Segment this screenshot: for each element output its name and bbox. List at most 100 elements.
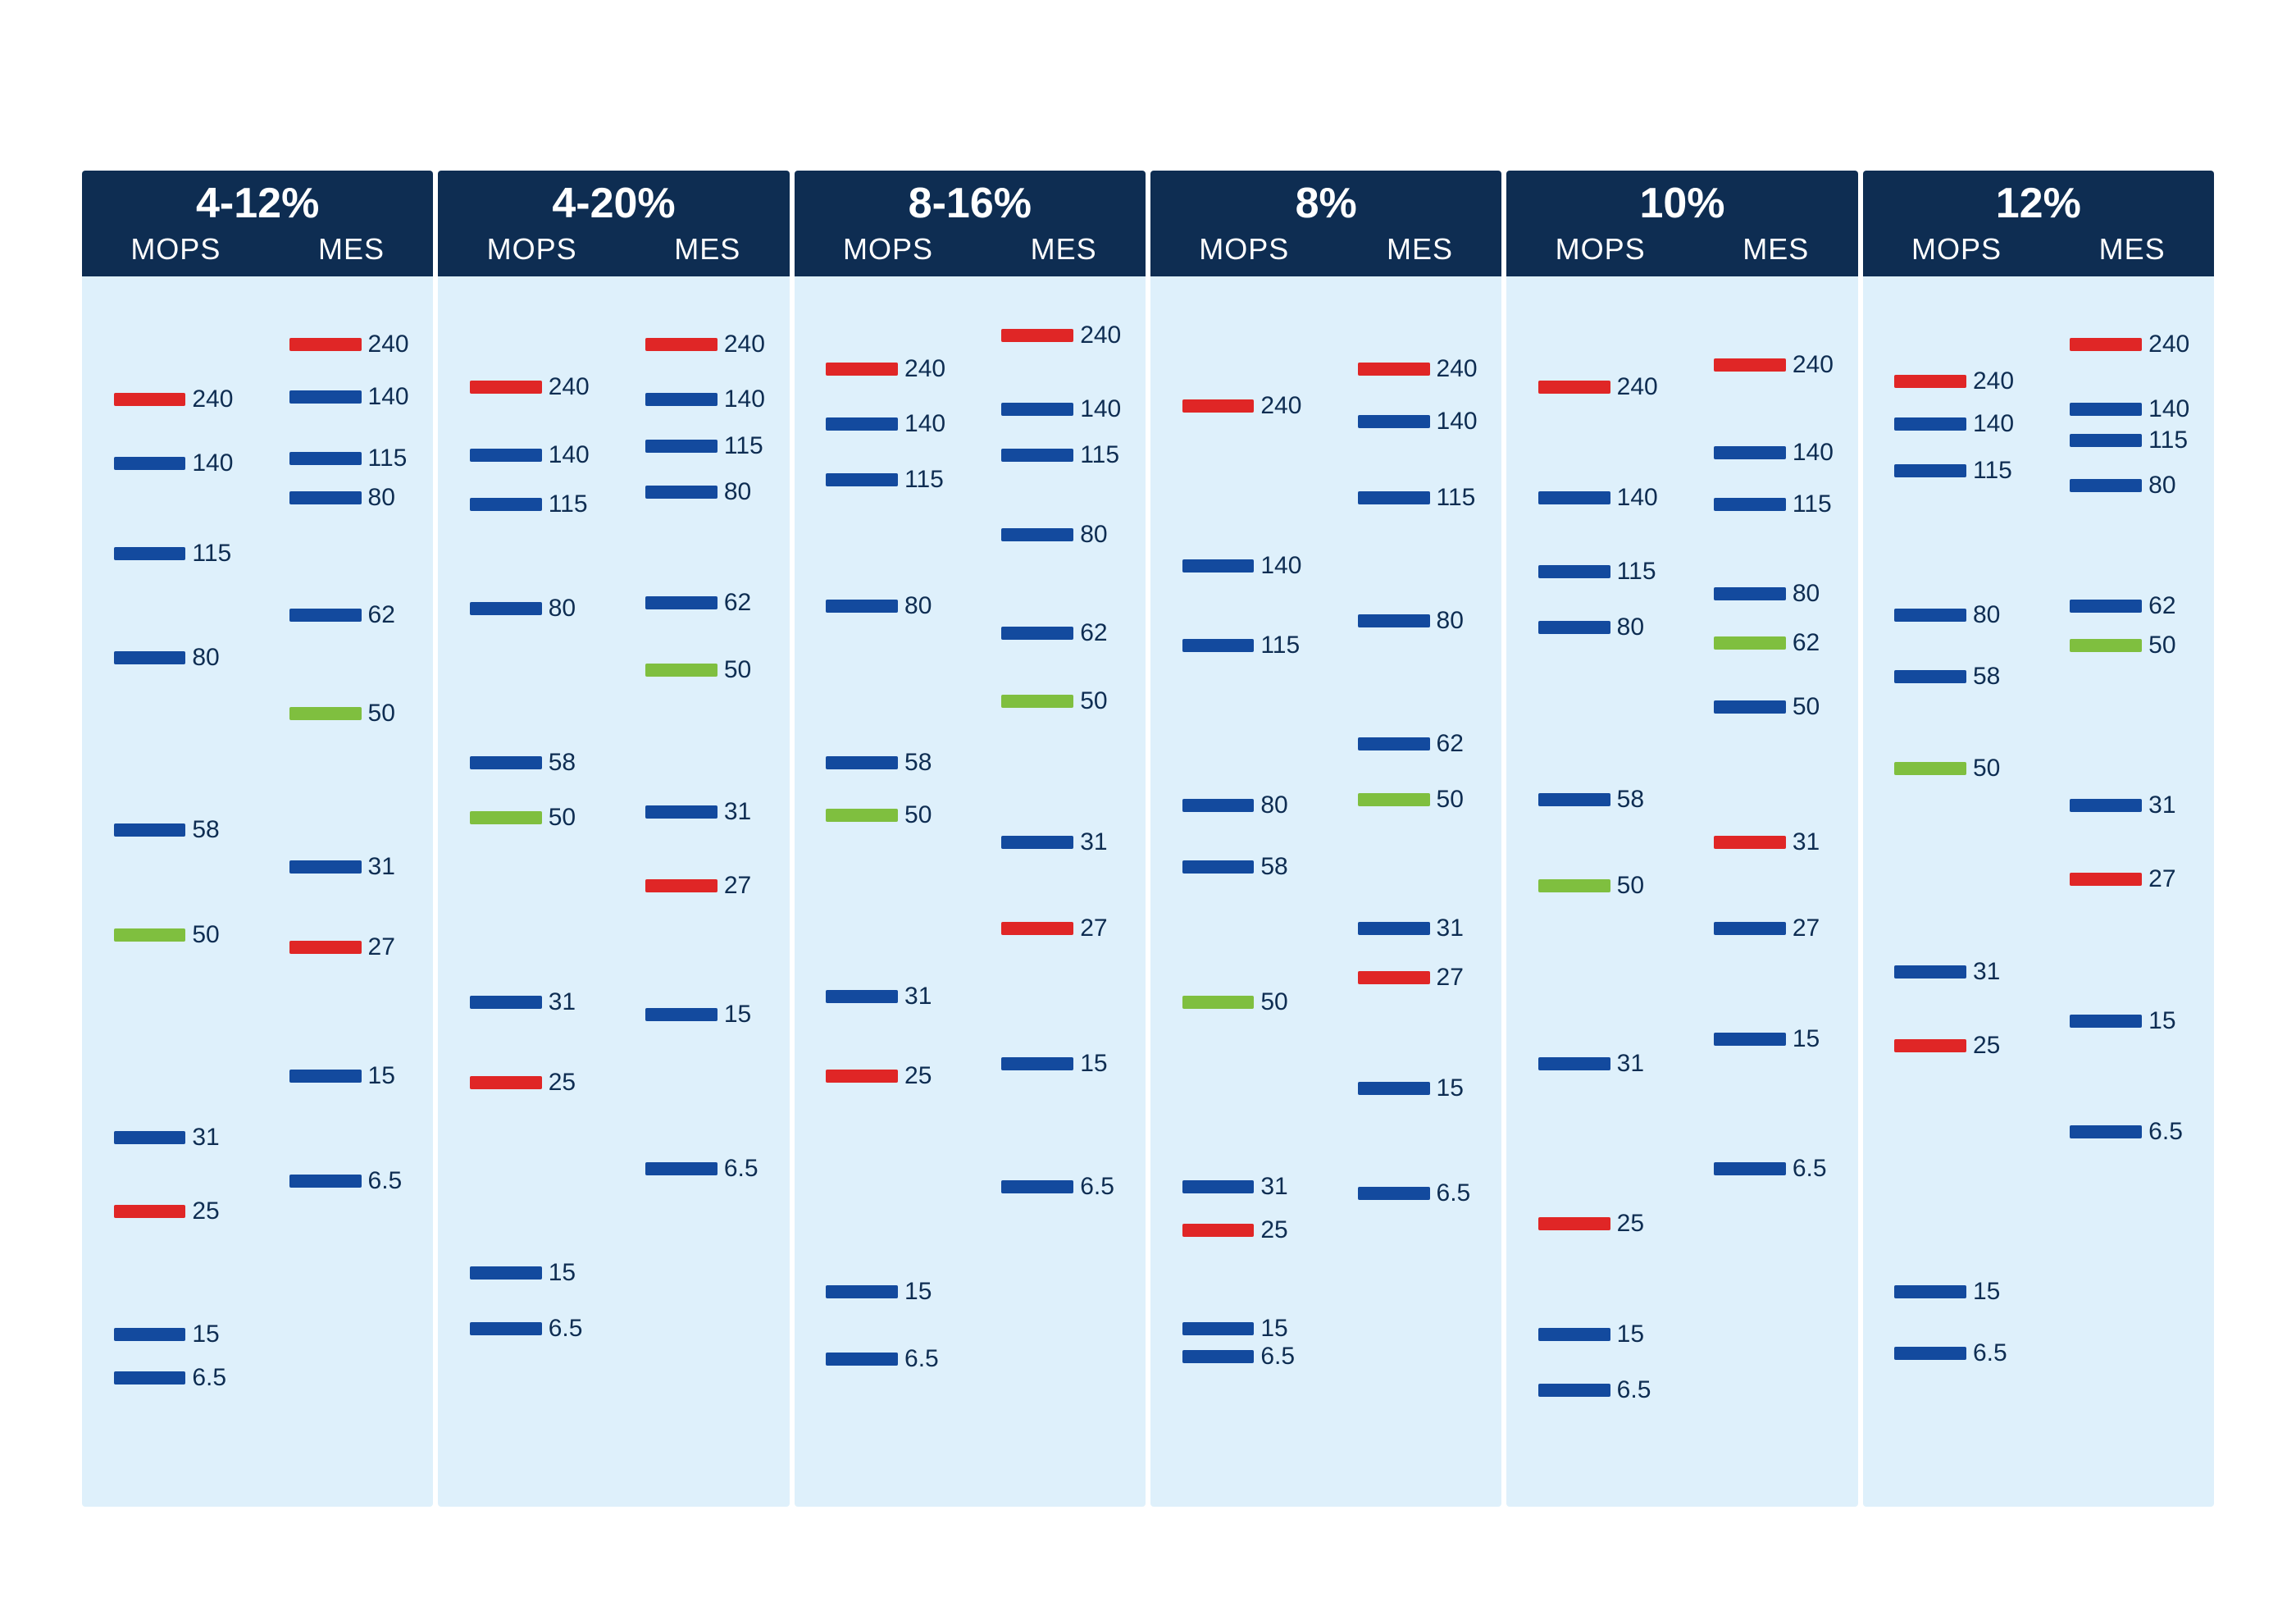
band-label: 115 <box>1437 484 1476 512</box>
band-label: 80 <box>1617 614 1644 641</box>
band-label: 6.5 <box>549 1315 583 1343</box>
band-label: 62 <box>1793 629 1820 657</box>
band-label: 240 <box>2148 331 2189 358</box>
band <box>2070 434 2142 447</box>
band-label: 31 <box>1080 828 1107 856</box>
band-label: 15 <box>368 1062 395 1090</box>
panel: 4-12%MOPSMES2401401158058503125156.52401… <box>82 171 433 1507</box>
band <box>1714 836 1786 849</box>
band-label: 240 <box>1973 367 2014 395</box>
panel-body: 2401401158058503125156.52401401158062503… <box>82 276 433 1507</box>
band <box>645 879 718 892</box>
panel: 8-16%MOPSMES2401401158058503125156.52401… <box>795 171 1146 1507</box>
band <box>1182 799 1255 812</box>
band <box>1001 1180 1073 1193</box>
band <box>645 486 718 499</box>
band <box>114 547 186 560</box>
band <box>1001 1057 1073 1070</box>
band-label: 31 <box>904 983 932 1010</box>
band-label: 31 <box>1973 958 2000 986</box>
band <box>2070 639 2142 652</box>
band <box>114 1371 186 1385</box>
band <box>1714 1162 1786 1175</box>
panel: 12%MOPSMES2401401158058503125156.5240140… <box>1863 171 2214 1507</box>
band <box>826 600 898 613</box>
panel-header: 4-20%MOPSMES <box>438 171 789 276</box>
band-label: 15 <box>1437 1074 1464 1102</box>
band <box>1182 1180 1255 1193</box>
sublabel-mes: MES <box>674 232 740 267</box>
band-label: 50 <box>1617 872 1644 900</box>
band-label: 140 <box>1973 410 2014 438</box>
band <box>1538 381 1610 394</box>
band <box>1001 449 1073 462</box>
band-label: 80 <box>1080 521 1107 549</box>
band <box>645 664 718 677</box>
panel-header: 8-16%MOPSMES <box>795 171 1146 276</box>
band-label: 6.5 <box>1793 1155 1827 1183</box>
band-label: 31 <box>724 798 751 826</box>
band <box>289 609 362 622</box>
band-label: 80 <box>1260 791 1287 819</box>
band-label: 115 <box>1793 490 1832 518</box>
band-label: 115 <box>192 540 231 568</box>
band-label: 31 <box>1437 915 1464 942</box>
band <box>826 990 898 1003</box>
band <box>1182 1350 1255 1363</box>
band-label: 25 <box>1617 1210 1644 1238</box>
band-label: 115 <box>2148 427 2188 454</box>
panel-title: 12% <box>1863 180 2214 227</box>
band <box>1894 1347 1966 1360</box>
band <box>645 1162 718 1175</box>
band-label: 31 <box>1260 1173 1287 1201</box>
panel-subhead: MOPSMES <box>1150 232 1501 267</box>
band <box>114 1205 186 1218</box>
band-label: 240 <box>1617 373 1658 401</box>
band <box>1001 627 1073 640</box>
band-label: 50 <box>1080 687 1107 715</box>
band-label: 50 <box>1260 988 1287 1016</box>
band-label: 6.5 <box>724 1155 758 1183</box>
band <box>1538 491 1610 504</box>
band <box>1358 1187 1430 1200</box>
track: 2401401158062503127156.5 <box>614 276 790 1507</box>
band <box>1538 565 1610 578</box>
band-label: 50 <box>1793 693 1820 721</box>
band <box>470 602 542 615</box>
band <box>2070 338 2142 351</box>
band <box>1001 695 1073 708</box>
band-label: 27 <box>1437 964 1464 992</box>
band <box>289 1175 362 1188</box>
band <box>1894 1285 1966 1298</box>
band <box>289 491 362 504</box>
sublabel-mes: MES <box>318 232 385 267</box>
band <box>1001 836 1073 849</box>
band-label: 240 <box>1260 392 1301 420</box>
band-label: 15 <box>904 1278 932 1306</box>
band <box>1894 417 1966 431</box>
sublabel-mes: MES <box>1387 232 1453 267</box>
band-label: 62 <box>1437 730 1464 758</box>
band-label: 80 <box>904 592 932 620</box>
band <box>289 941 362 954</box>
band-label: 115 <box>1260 632 1300 659</box>
band <box>1001 922 1073 935</box>
panel-subhead: MOPSMES <box>1863 232 2214 267</box>
band-label: 140 <box>1260 552 1301 580</box>
panel-body: 2401401158058503125156.52401401158062503… <box>438 276 789 1507</box>
band-label: 6.5 <box>1617 1376 1651 1404</box>
band <box>1538 793 1610 806</box>
band <box>289 452 362 465</box>
band <box>1894 609 1966 622</box>
band <box>1182 559 1255 573</box>
band-label: 115 <box>368 445 408 472</box>
panels-row: 4-12%MOPSMES2401401158058503125156.52401… <box>82 171 2214 1507</box>
band-label: 50 <box>724 656 751 684</box>
band-label: 25 <box>904 1062 932 1090</box>
band-label: 6.5 <box>192 1364 226 1392</box>
band <box>1714 587 1786 600</box>
band-label: 15 <box>549 1259 576 1287</box>
band <box>1894 375 1966 388</box>
band <box>1182 860 1255 874</box>
band <box>470 381 542 394</box>
